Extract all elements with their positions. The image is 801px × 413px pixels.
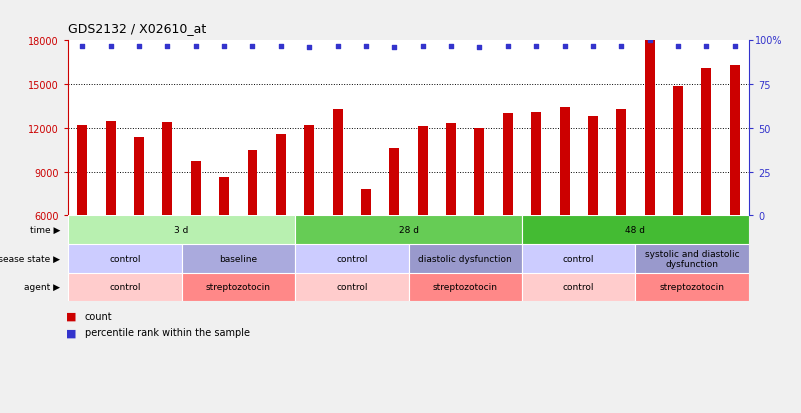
Point (445, 43, 457, 50)
Bar (673, 86, 683, 216)
Bar (531, 113, 541, 216)
Bar (332, 110, 343, 216)
Bar (182, 244, 295, 273)
Bar (295, 244, 409, 273)
Text: streptozotocin: streptozotocin (660, 283, 725, 292)
Point (473, 45, 486, 52)
Point (76, 43, 89, 50)
Point (700, 43, 713, 50)
Text: streptozotocin: streptozotocin (433, 283, 497, 292)
Point (388, 45, 400, 52)
Point (529, 43, 542, 50)
Point (643, 38, 656, 45)
Point (501, 43, 514, 50)
Text: disease state ▶: disease state ▶ (0, 254, 60, 263)
Text: 100%: 100% (755, 36, 782, 46)
Bar (248, 150, 257, 216)
Point (104, 43, 117, 50)
Bar (191, 162, 201, 216)
Text: 48 d: 48 d (626, 225, 646, 235)
Bar (163, 123, 172, 216)
Bar (182, 273, 295, 301)
Point (417, 43, 429, 50)
Bar (635, 273, 749, 301)
Text: systolic and diastolic
dysfunction: systolic and diastolic dysfunction (645, 249, 739, 268)
Text: 28 d: 28 d (399, 225, 418, 235)
Text: time ▶: time ▶ (30, 225, 60, 235)
Text: ■: ■ (66, 328, 77, 337)
Text: count: count (85, 311, 112, 321)
Bar (389, 149, 399, 216)
Bar (409, 244, 522, 273)
Point (246, 43, 259, 50)
Bar (295, 273, 409, 301)
Point (558, 43, 571, 50)
Bar (522, 273, 635, 301)
Bar (361, 190, 371, 216)
Bar (68, 216, 295, 244)
Text: ■: ■ (66, 311, 77, 321)
Bar (446, 124, 456, 216)
Point (218, 43, 231, 50)
Bar (645, 41, 654, 216)
Text: GDS2132 / X02610_at: GDS2132 / X02610_at (68, 22, 207, 35)
Bar (295, 216, 522, 244)
Bar (730, 66, 739, 216)
Point (671, 43, 684, 50)
Bar (409, 273, 522, 301)
Text: percentile rank within the sample: percentile rank within the sample (85, 328, 250, 337)
Bar (702, 69, 711, 216)
Text: baseline: baseline (219, 254, 257, 263)
Point (615, 43, 628, 50)
Point (331, 43, 344, 50)
Point (360, 43, 372, 50)
Text: 3 d: 3 d (175, 225, 189, 235)
Point (586, 43, 599, 50)
Bar (134, 137, 144, 216)
Bar (219, 178, 229, 216)
Bar (503, 114, 513, 216)
Point (189, 43, 202, 50)
Point (728, 43, 741, 50)
Bar (588, 117, 598, 216)
Text: control: control (336, 283, 368, 292)
Bar (276, 134, 286, 216)
Bar (106, 121, 115, 216)
Text: control: control (109, 254, 140, 263)
Bar (522, 216, 749, 244)
Text: control: control (563, 283, 594, 292)
Text: streptozotocin: streptozotocin (206, 283, 271, 292)
Text: agent ▶: agent ▶ (24, 283, 60, 292)
Text: control: control (336, 254, 368, 263)
Bar (78, 126, 87, 216)
Bar (635, 244, 749, 273)
Bar (304, 126, 314, 216)
Bar (68, 273, 182, 301)
Point (303, 45, 316, 52)
Text: control: control (109, 283, 140, 292)
Bar (474, 128, 485, 216)
Point (275, 43, 288, 50)
Bar (68, 244, 182, 273)
Bar (616, 110, 626, 216)
Text: diastolic dysfunction: diastolic dysfunction (418, 254, 512, 263)
Point (161, 43, 174, 50)
Point (133, 43, 146, 50)
Bar (522, 244, 635, 273)
Bar (560, 108, 570, 216)
Text: control: control (563, 254, 594, 263)
Bar (418, 127, 428, 216)
